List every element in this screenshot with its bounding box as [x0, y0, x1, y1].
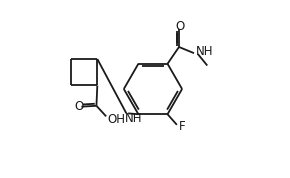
- Text: F: F: [179, 120, 185, 133]
- Text: O: O: [175, 20, 184, 33]
- Text: O: O: [74, 100, 84, 113]
- Text: OH: OH: [107, 113, 125, 126]
- Text: NH: NH: [195, 45, 213, 58]
- Text: NH: NH: [125, 112, 142, 125]
